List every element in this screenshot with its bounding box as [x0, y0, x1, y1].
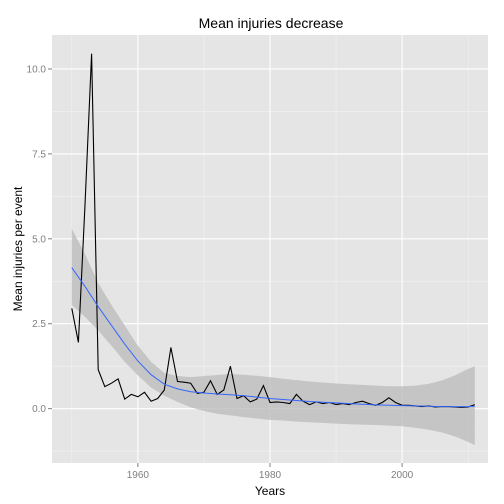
x-tick-label: 1960 — [127, 470, 150, 481]
y-tick-label: 2.5 — [32, 319, 46, 330]
y-axis-title: Mean injuries per event — [11, 186, 25, 311]
confidence-ribbon — [71, 228, 475, 446]
y-tick-label: 7.5 — [32, 149, 46, 160]
smoothed-trend-line — [71, 267, 475, 408]
x-axis-title: Years — [255, 484, 285, 498]
x-tick-label: 1980 — [259, 470, 282, 481]
x-tick-label: 2000 — [391, 470, 414, 481]
x-axis-ticks: 1960 1980 2000 — [127, 463, 414, 481]
y-axis-ticks: 0.0 2.5 5.0 7.5 10.0 — [27, 64, 52, 415]
y-tick-label: 5.0 — [32, 234, 46, 245]
y-tick-label: 0.0 — [32, 404, 46, 415]
y-tick-label: 10.0 — [27, 64, 47, 75]
chart-title: Mean injuries decrease — [199, 15, 344, 31]
